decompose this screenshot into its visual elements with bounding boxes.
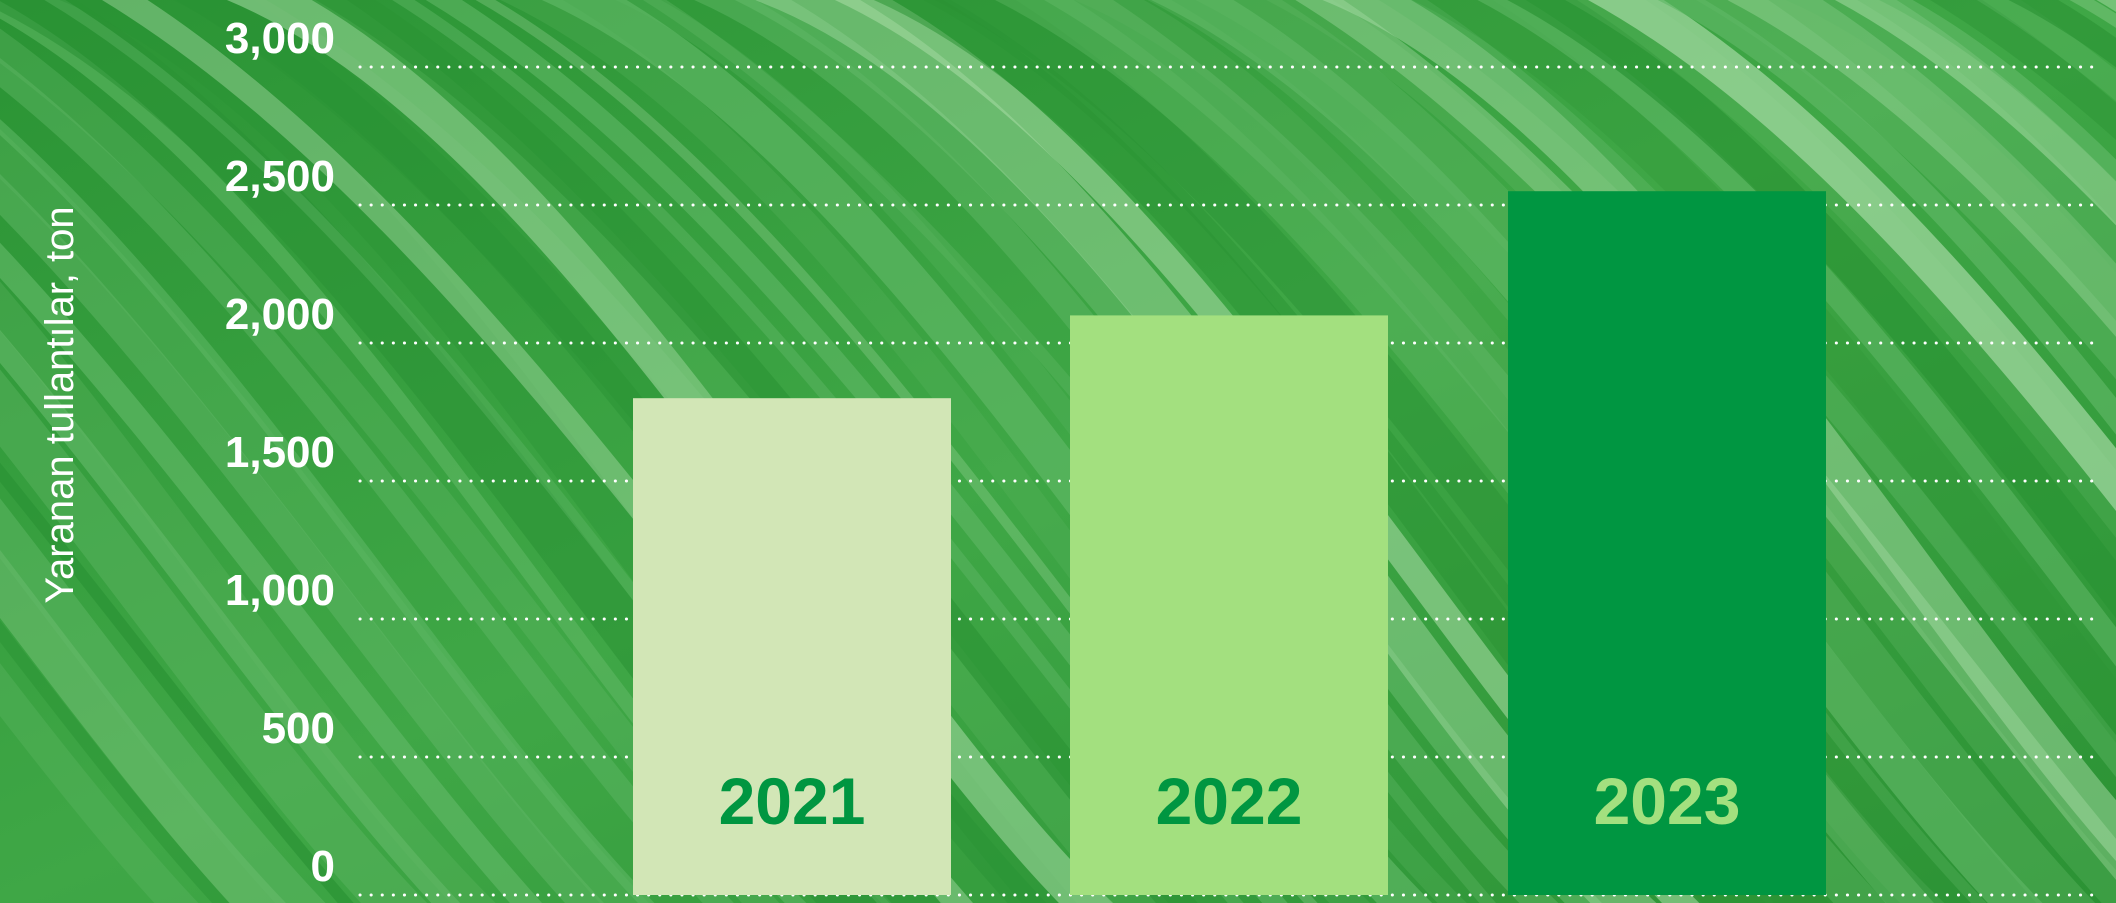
leaf-vein	[0, 119, 655, 903]
leaf-vein	[1378, 0, 2116, 778]
leaf-vein	[0, 498, 326, 903]
leaf-vein	[1727, 0, 2116, 337]
leaf-vein	[0, 330, 461, 903]
y-tick-label: 2,500	[225, 152, 335, 201]
y-tick-label: 1,500	[225, 428, 335, 477]
leaf-vein	[1587, 0, 2116, 511]
leaf-vein	[0, 462, 354, 903]
leaf-vein	[0, 369, 428, 903]
leaf-vein	[0, 281, 496, 903]
leaf-vein	[0, 174, 605, 903]
leaf-vein	[0, 242, 543, 903]
leaf-vein	[1412, 0, 2116, 743]
leaf-vein	[1657, 0, 2116, 435]
y-tick-label: 0	[311, 842, 335, 891]
leaf-vein	[1695, 0, 2116, 380]
bar-2021	[633, 398, 951, 895]
y-tick-label: 1,000	[225, 566, 335, 615]
leaf-vein	[1507, 0, 2116, 619]
bar-label-2021: 2021	[719, 764, 866, 838]
y-tick-label: 2,000	[225, 290, 335, 339]
leaf-vein	[1929, 0, 2116, 141]
y-axis-ticks: 0 500 1,000 1,500 2,000 2,500 3,000	[225, 14, 335, 891]
leaf-vein	[1785, 0, 2116, 273]
leaf-vein	[0, 129, 649, 903]
category-labels: 2021 2022 2023	[719, 764, 1741, 838]
leaf-vein	[1834, 0, 2116, 226]
bar-label-2023: 2023	[1594, 764, 1741, 838]
bar-2022	[1070, 315, 1388, 895]
y-tick-label: 500	[262, 704, 335, 753]
leaf-vein	[1477, 0, 2116, 667]
bars	[633, 191, 1826, 895]
leaf-vein	[1879, 0, 2116, 182]
leaf-vein	[0, 663, 199, 903]
y-tick-label: 3,000	[225, 14, 335, 63]
leaf-vein	[0, 549, 286, 903]
bar-label-2022: 2022	[1156, 764, 1303, 838]
bar-2023	[1508, 191, 1826, 895]
y-axis-label: Yaranan tullantılar, ton	[38, 206, 82, 603]
leaf-vein	[0, 620, 230, 903]
